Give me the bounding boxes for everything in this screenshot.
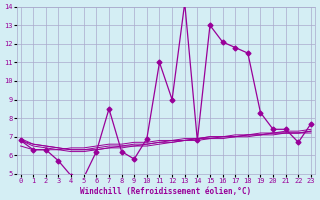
X-axis label: Windchill (Refroidissement éolien,°C): Windchill (Refroidissement éolien,°C) [80,187,251,196]
